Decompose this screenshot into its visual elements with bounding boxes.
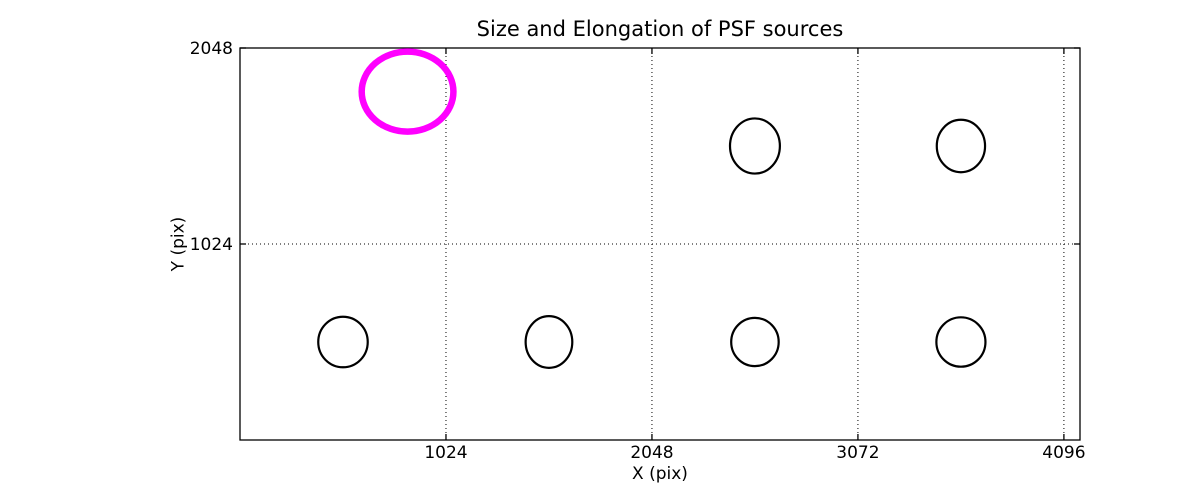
- tick-marks: [240, 47, 1080, 440]
- psf-sources: [317, 48, 987, 369]
- psf-ellipse-highlighted: [358, 48, 457, 135]
- chart-title: Size and Elongation of PSF sources: [476, 17, 844, 41]
- y-axis-label: Y (pix): [168, 216, 189, 272]
- psf-ellipse: [730, 316, 780, 368]
- psf-ellipse: [935, 118, 987, 174]
- x-axis-label: X (pix): [632, 464, 688, 484]
- psf-ellipse: [317, 315, 369, 369]
- x-tick-label: 1024: [424, 443, 467, 463]
- tick-labels: 1024 2048 3072 4096 1024 2048: [190, 39, 1086, 463]
- psf-ellipse: [524, 315, 574, 369]
- x-tick-label: 2048: [630, 443, 673, 463]
- y-tick-label: 2048: [190, 39, 233, 59]
- x-tick-label: 3072: [836, 443, 879, 463]
- y-tick-label: 1024: [190, 235, 233, 255]
- x-tick-label: 4096: [1042, 443, 1085, 463]
- psf-ellipse: [728, 117, 781, 175]
- psf-ellipse: [935, 316, 987, 368]
